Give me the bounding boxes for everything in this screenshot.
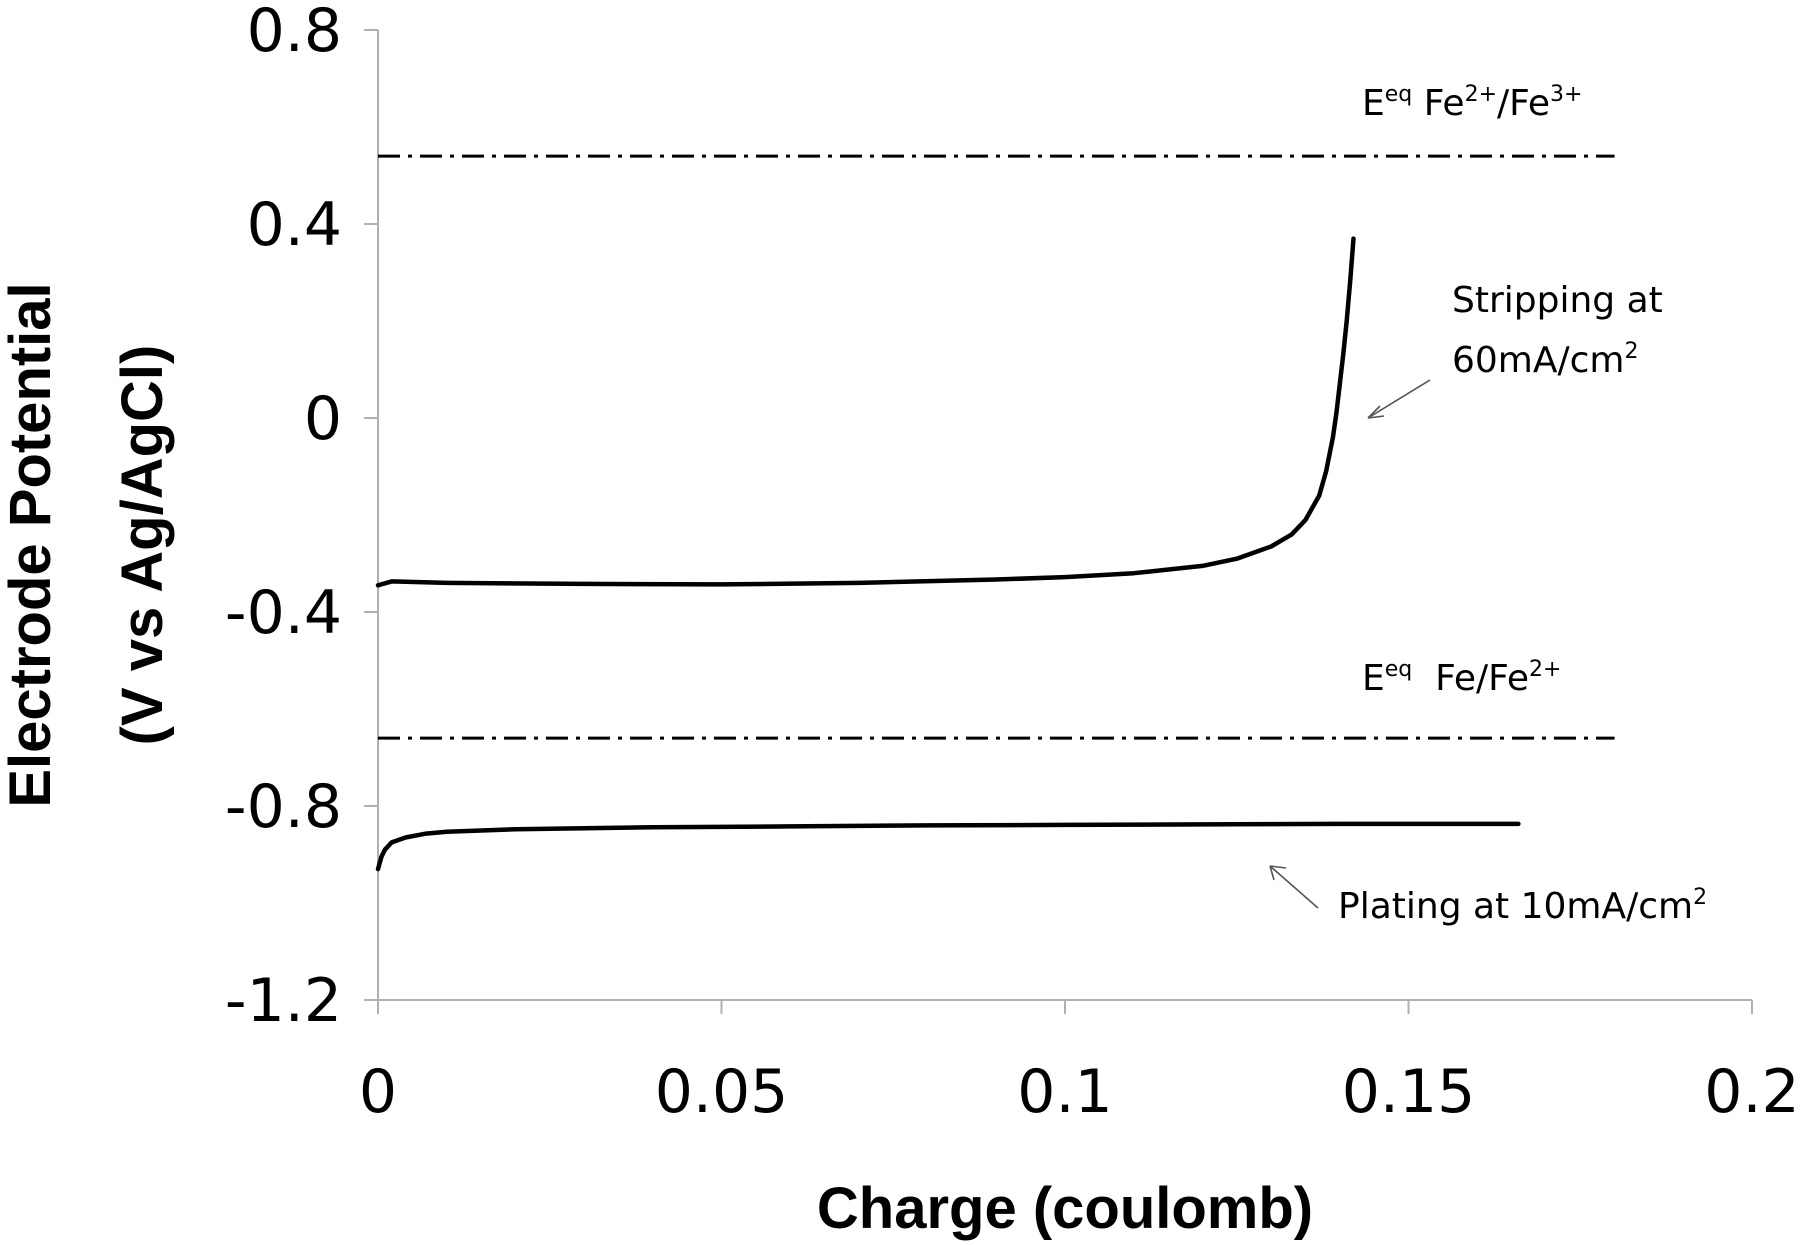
x-axis-title: Charge (coulomb) [817, 1176, 1313, 1241]
plating-arrow [1269, 865, 1319, 909]
ref-label-fe2-fe3-sup1: 2+ [1465, 82, 1497, 107]
series-line-stripping [375, 236, 1356, 588]
stripping-label-line2-text: 60mA/cm [1452, 340, 1625, 381]
ref-label-fe2-fe3-sup2: 3+ [1550, 82, 1582, 107]
y-tick-label: 0 [304, 384, 342, 454]
ref-label-fe-fe2-eq: eq [1385, 657, 1413, 682]
plating-label-text: Plating at 10mA/cm [1338, 886, 1693, 927]
ref-label-fe2-fe3-p1: Fe [1412, 83, 1464, 124]
x-tick-label: 0 [359, 1057, 397, 1127]
ref-label-fe-fe2-E: E [1362, 658, 1385, 699]
ref-label-fe2-fe3-p2: /Fe [1497, 83, 1550, 124]
y-tick-label: -0.4 [225, 578, 342, 648]
ref-label-fe2-fe3-E: E [1362, 83, 1385, 124]
y-tick-label: -1.2 [225, 966, 342, 1036]
stripping-label-sup: 2 [1625, 339, 1639, 364]
x-tick-label: 0.15 [1342, 1057, 1476, 1127]
axes [377, 30, 1752, 1001]
y-axis-title-line1: Electrode Potential [0, 282, 63, 807]
ref-label-fe2-fe3-eq: eq [1385, 82, 1413, 107]
stripping-arrow [1367, 379, 1431, 419]
y-axis-title-line2: (V vs Ag/AgCl) [110, 345, 175, 746]
reference-lines [378, 154, 1615, 740]
ref-label-fe-fe2-p1: Fe/Fe [1412, 658, 1529, 699]
x-ticks: 0 0.05 0.1 0.15 0.2 [359, 1000, 1800, 1127]
y-tick-label: -0.8 [225, 772, 342, 842]
series-line-plating [375, 821, 1521, 872]
stripping-label-line1: Stripping at [1452, 280, 1663, 321]
y-axis-title: Electrode Potential (V vs Ag/AgCl) [0, 282, 175, 807]
ref-label-fe2-fe3: Eeq Fe2+/Fe3+ [1362, 82, 1582, 124]
x-tick-label: 0.05 [655, 1057, 789, 1127]
stripping-label-line2: 60mA/cm2 [1452, 339, 1639, 381]
ref-label-fe-fe2-sup1: 2+ [1529, 657, 1561, 682]
y-ticks: 0.8 0.4 0 -0.4 -0.8 -1.2 [225, 0, 378, 1036]
x-tick-label: 0.1 [1017, 1057, 1112, 1127]
y-tick-label: 0.8 [247, 0, 342, 66]
y-tick-label: 0.4 [247, 190, 342, 260]
ref-label-fe-fe2: Eeq Fe/Fe2+ [1362, 657, 1561, 699]
x-tick-label: 0.2 [1704, 1057, 1799, 1127]
data-curves [375, 236, 1521, 872]
plating-label: Plating at 10mA/cm2 [1338, 885, 1707, 927]
plating-label-sup: 2 [1693, 885, 1707, 910]
